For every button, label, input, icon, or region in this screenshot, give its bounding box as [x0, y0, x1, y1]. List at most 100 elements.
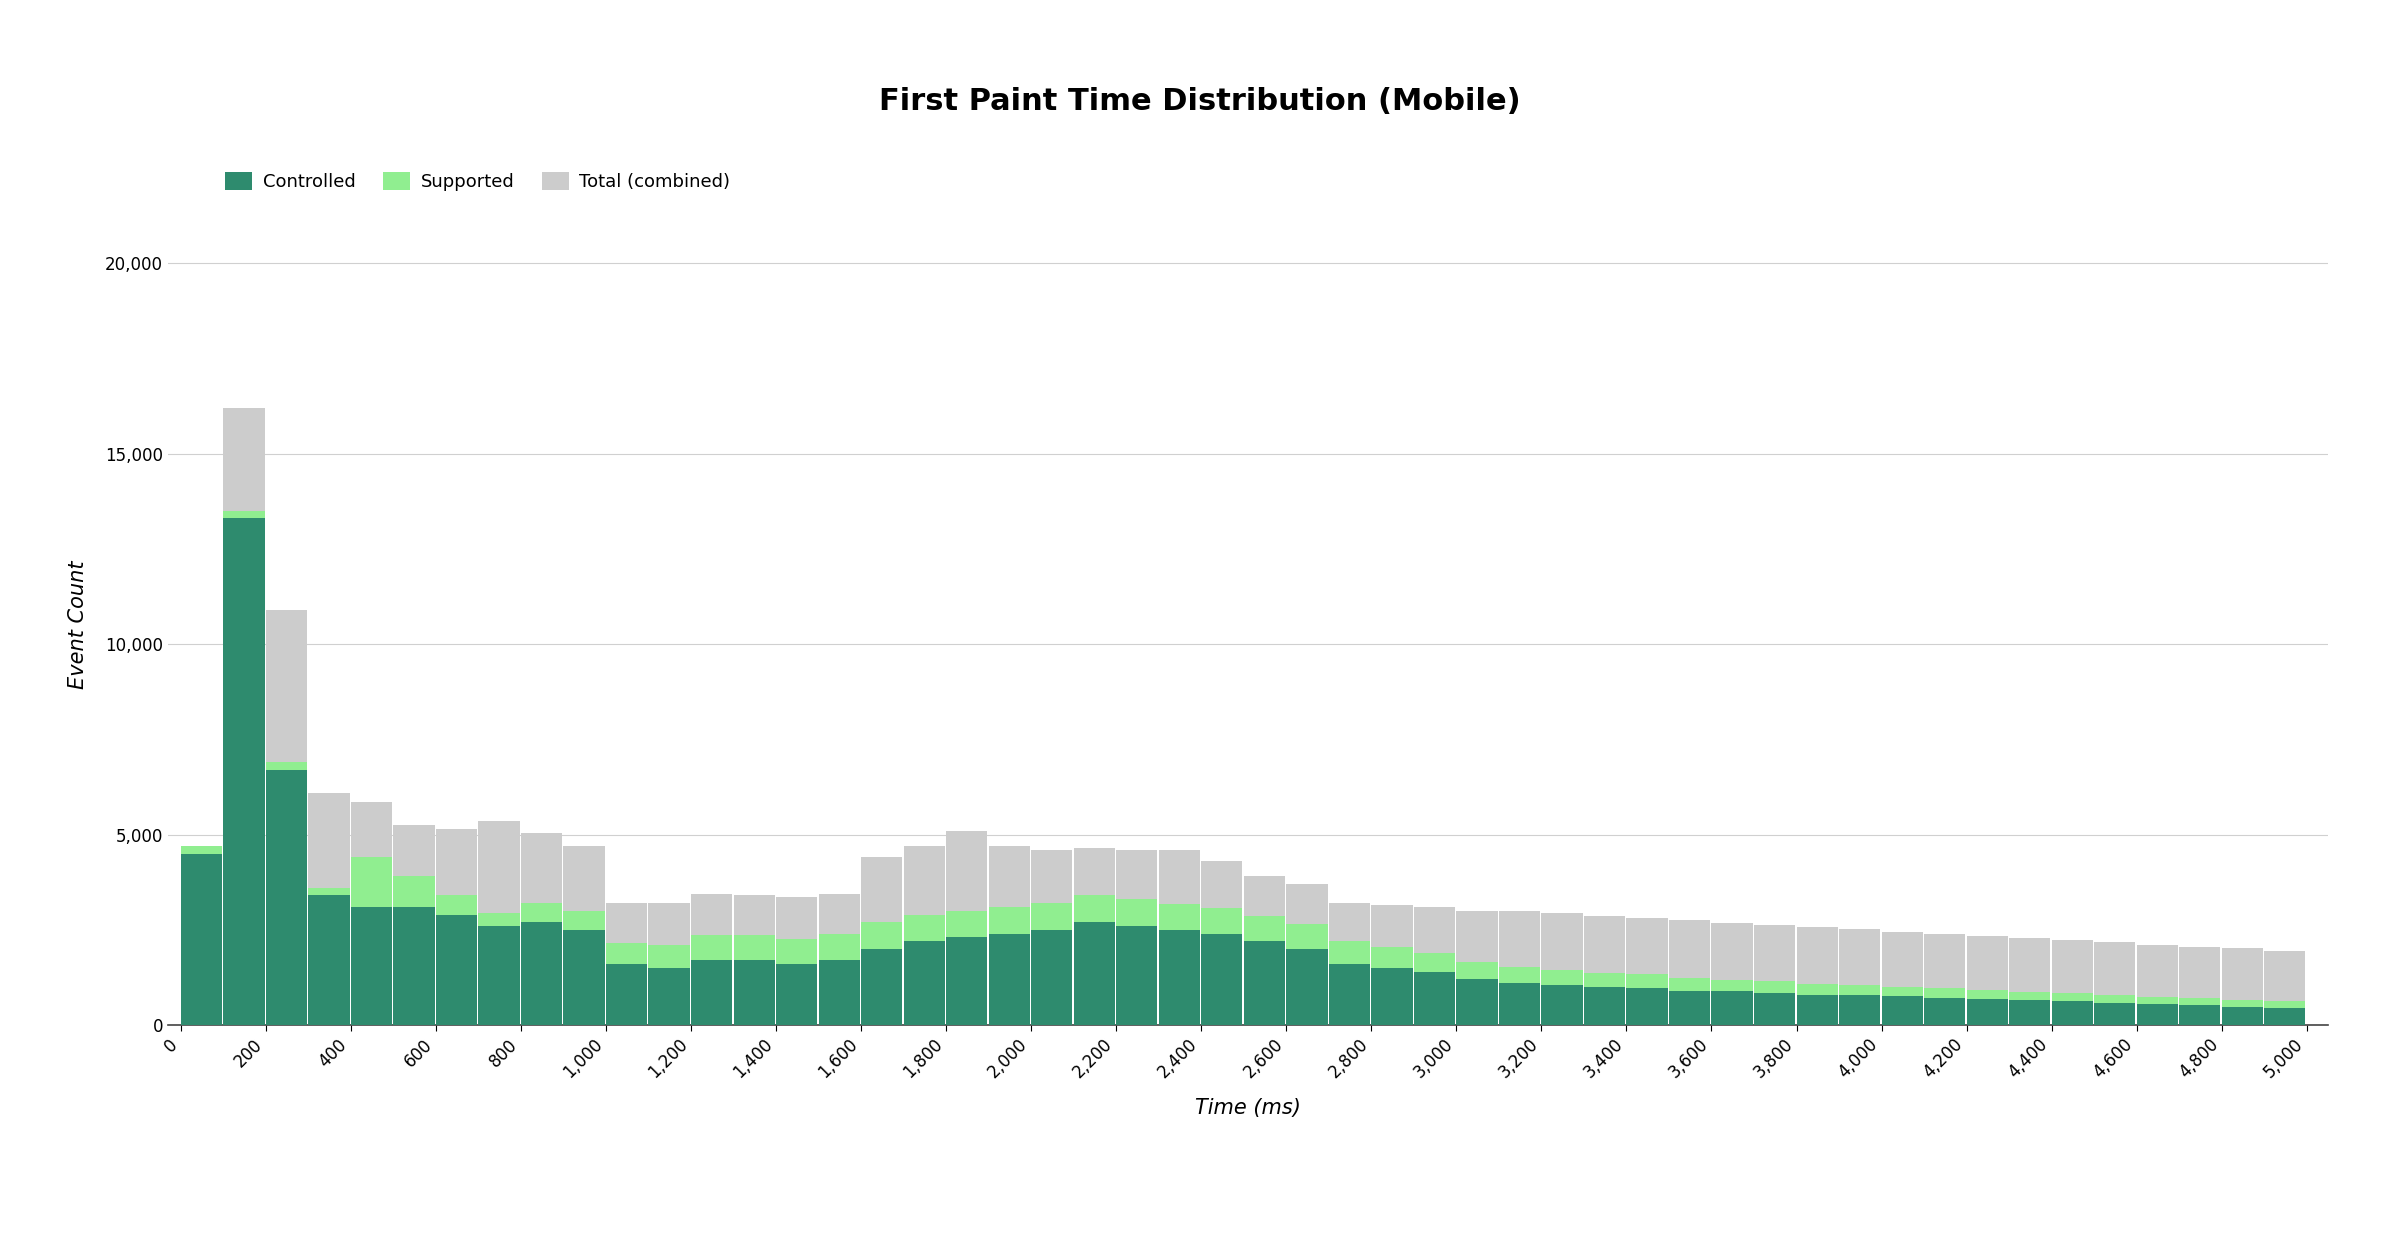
Bar — [1243, 876, 1284, 1025]
Bar — [1330, 964, 1370, 1025]
Bar — [1966, 990, 2009, 1025]
Bar — [180, 846, 223, 1025]
Bar — [946, 938, 986, 1025]
Bar — [946, 831, 986, 1025]
Bar — [350, 802, 391, 1025]
Bar — [2179, 1005, 2220, 1025]
Bar — [1032, 930, 1073, 1025]
Bar — [394, 825, 434, 1025]
Bar — [775, 939, 818, 1025]
Bar — [2263, 951, 2306, 1025]
Bar — [1798, 928, 1838, 1025]
Bar — [521, 922, 562, 1025]
Bar — [1711, 991, 1752, 1025]
Bar — [1073, 922, 1116, 1025]
Bar — [2179, 946, 2220, 1025]
Bar — [437, 829, 478, 1025]
Bar — [1627, 988, 1668, 1025]
Bar — [1414, 952, 1454, 1025]
Bar — [691, 894, 732, 1025]
Bar — [180, 854, 223, 1025]
Bar — [1754, 981, 1795, 1025]
Bar — [1243, 941, 1284, 1025]
Bar — [2136, 945, 2177, 1025]
Bar — [1838, 929, 1879, 1025]
Bar — [1032, 902, 1073, 1025]
Bar — [2009, 1000, 2050, 1025]
Bar — [1116, 926, 1157, 1025]
Bar — [1500, 968, 1541, 1025]
Bar — [1925, 934, 1966, 1025]
Bar — [902, 915, 946, 1025]
Bar — [648, 945, 689, 1025]
Bar — [478, 926, 521, 1025]
Bar — [902, 846, 946, 1025]
Bar — [307, 888, 350, 1025]
Bar — [2095, 942, 2136, 1025]
Bar — [734, 935, 775, 1025]
Bar — [1798, 984, 1838, 1025]
Bar — [818, 894, 859, 1025]
Bar — [1711, 980, 1752, 1025]
Bar — [1159, 930, 1200, 1025]
Bar — [1370, 905, 1414, 1025]
Bar — [775, 898, 818, 1025]
Bar — [2222, 949, 2263, 1025]
Bar — [478, 912, 521, 1025]
Bar — [2052, 1001, 2093, 1025]
Bar — [1541, 970, 1582, 1025]
Bar — [691, 935, 732, 1025]
Bar — [564, 930, 605, 1025]
Bar — [1116, 850, 1157, 1025]
Bar — [1032, 850, 1073, 1025]
Bar — [1882, 996, 1922, 1025]
Bar — [2222, 1000, 2263, 1025]
Bar — [605, 902, 648, 1025]
Bar — [648, 968, 689, 1025]
Bar — [2009, 991, 2050, 1025]
Bar — [1414, 908, 1454, 1025]
Bar — [1966, 936, 2009, 1025]
Bar — [2095, 1003, 2136, 1025]
Text: First Paint Time Distribution (Mobile): First Paint Time Distribution (Mobile) — [878, 88, 1522, 116]
Bar — [2009, 939, 2050, 1025]
Bar — [734, 895, 775, 1025]
Y-axis label: Event Count: Event Count — [70, 561, 89, 689]
Bar — [946, 911, 986, 1025]
Bar — [1202, 908, 1243, 1025]
Bar — [1286, 884, 1327, 1025]
Bar — [1457, 962, 1498, 1025]
Bar — [1073, 895, 1116, 1025]
Bar — [2052, 994, 2093, 1025]
Bar — [1457, 911, 1498, 1025]
Bar — [1627, 974, 1668, 1025]
Bar — [1584, 988, 1625, 1025]
Bar — [1627, 919, 1668, 1025]
Bar — [307, 895, 350, 1025]
Bar — [1330, 941, 1370, 1025]
Bar — [1966, 999, 2009, 1025]
Bar — [818, 960, 859, 1025]
Bar — [605, 964, 648, 1025]
Bar — [1370, 968, 1414, 1025]
Bar — [1668, 979, 1711, 1025]
Bar — [1668, 991, 1711, 1025]
Bar — [350, 858, 391, 1025]
Bar — [1414, 971, 1454, 1025]
Bar — [1925, 989, 1966, 1025]
Bar — [1330, 902, 1370, 1025]
Bar — [266, 610, 307, 1025]
Bar — [521, 832, 562, 1025]
Bar — [862, 858, 902, 1025]
Bar — [1882, 986, 1922, 1025]
Bar — [1541, 912, 1582, 1025]
Bar — [394, 908, 434, 1025]
Bar — [989, 934, 1030, 1025]
Bar — [1286, 924, 1327, 1025]
Bar — [350, 908, 391, 1025]
Bar — [1202, 934, 1243, 1025]
Bar — [307, 792, 350, 1025]
Bar — [734, 960, 775, 1025]
Bar — [1500, 911, 1541, 1025]
Bar — [437, 915, 478, 1025]
